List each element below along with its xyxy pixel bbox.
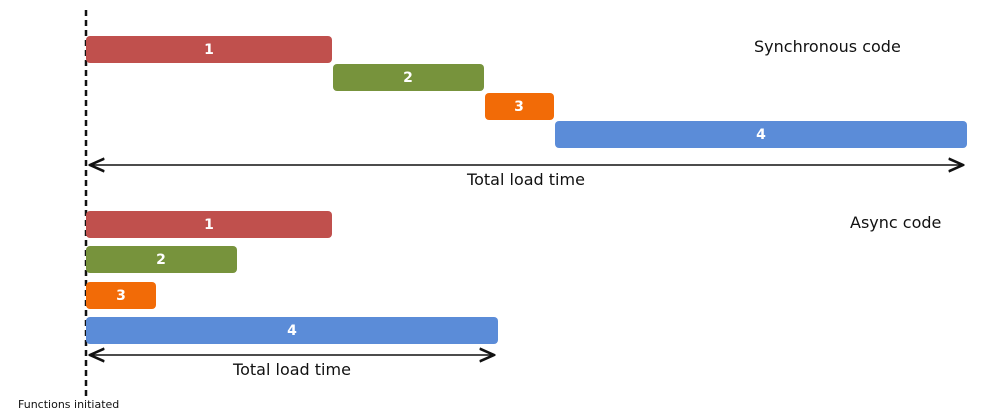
sync-task-1-bar — [86, 36, 332, 63]
async-task-3-bar — [86, 282, 156, 309]
functions-initiated-label: Functions initiated — [18, 398, 119, 411]
async-total-label: Total load time — [232, 360, 351, 379]
async-task-1-bar — [86, 211, 332, 238]
async-task-2-bar — [86, 246, 237, 273]
async-title: Async code — [850, 213, 941, 232]
sync-task-2-bar — [333, 64, 484, 91]
async-task-3-label: 3 — [116, 288, 126, 304]
sync-task-1-label: 1 — [204, 42, 214, 58]
sync-task-4-label: 4 — [756, 127, 766, 143]
sync-total-label: Total load time — [466, 170, 585, 189]
sync-task-2-label: 2 — [403, 70, 413, 86]
sync-task-3-bar — [485, 93, 554, 120]
async-task-1-label: 1 — [204, 217, 214, 233]
async-task-4-bar — [86, 317, 498, 344]
async-task-4-label: 4 — [287, 323, 297, 339]
sync-task-3-label: 3 — [514, 99, 524, 115]
sync-task-4-bar — [555, 121, 967, 148]
async-task-2-label: 2 — [156, 252, 166, 268]
sync-title: Synchronous code — [754, 37, 901, 56]
